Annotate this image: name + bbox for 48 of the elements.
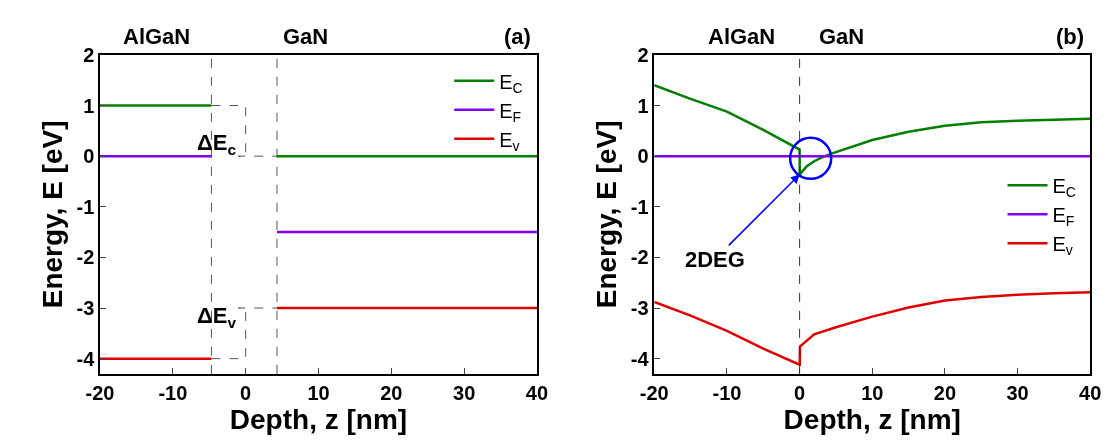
y-tick-label: -3 (76, 297, 95, 320)
y-tick-label: -4 (630, 347, 650, 370)
x-axis-title: Depth, z [nm] (783, 403, 961, 435)
y-tick-label: -1 (630, 195, 649, 218)
x-tick-label: 0 (240, 381, 252, 404)
x-tick-label: 40 (1079, 381, 1102, 404)
y-tick-label: -2 (76, 246, 95, 269)
legend-label: E$_{C}$ (1052, 175, 1076, 201)
x-tick-label: -10 (712, 381, 742, 404)
legend-label: E$_{v}$ (499, 128, 520, 154)
x-axis-title: Depth, z [nm] (229, 403, 408, 435)
y-tick-label: 1 (83, 94, 95, 117)
y-axis-title: Energy, E [eV] (590, 120, 622, 309)
x-tick-label: 30 (453, 381, 476, 404)
legend-label: E$_{C}$ (499, 70, 523, 96)
x-tick-label: 10 (307, 381, 330, 404)
x-tick-label: 10 (861, 381, 884, 404)
x-tick-label: -20 (639, 381, 669, 404)
y-tick-label: 0 (637, 145, 649, 168)
x-tick-label: 40 (525, 381, 549, 404)
annotation: ΔE$_{c}$ (197, 130, 237, 158)
y-tick-label: -4 (76, 347, 96, 370)
x-tick-label: 20 (933, 381, 957, 404)
x-tick-label: 30 (1006, 381, 1029, 404)
legend-label: E$_{v}$ (1052, 233, 1073, 259)
legend-label: E$_{F}$ (1052, 204, 1075, 230)
y-tick-label: 2 (637, 43, 649, 66)
y-tick-label: -1 (76, 195, 95, 218)
y-tick-label: -3 (630, 297, 649, 320)
legend-label: E$_{F}$ (499, 99, 522, 125)
text: GaN (283, 24, 329, 49)
annotation: 2DEG (685, 247, 745, 272)
x-tick-label: 0 (794, 381, 806, 404)
line-series (654, 291, 1091, 366)
y-tick-label: 0 (83, 145, 95, 168)
y-tick-label: 1 (637, 94, 649, 117)
x-tick-label: 20 (380, 381, 403, 404)
annotation: ΔE$_{v}$ (197, 303, 237, 331)
text: GaN (819, 24, 865, 49)
x-tick-label: -10 (158, 381, 188, 404)
y-axis-title: Energy, E [eV] (36, 120, 68, 309)
x-tick-label: -20 (85, 381, 115, 404)
y-tick-label: -2 (630, 246, 649, 269)
chart-title: (a) (504, 24, 531, 49)
text: AlGaN (123, 24, 191, 49)
y-tick-label: 2 (83, 43, 95, 66)
text: AlGaN (708, 24, 776, 49)
chart-title: (b) (1056, 24, 1085, 49)
